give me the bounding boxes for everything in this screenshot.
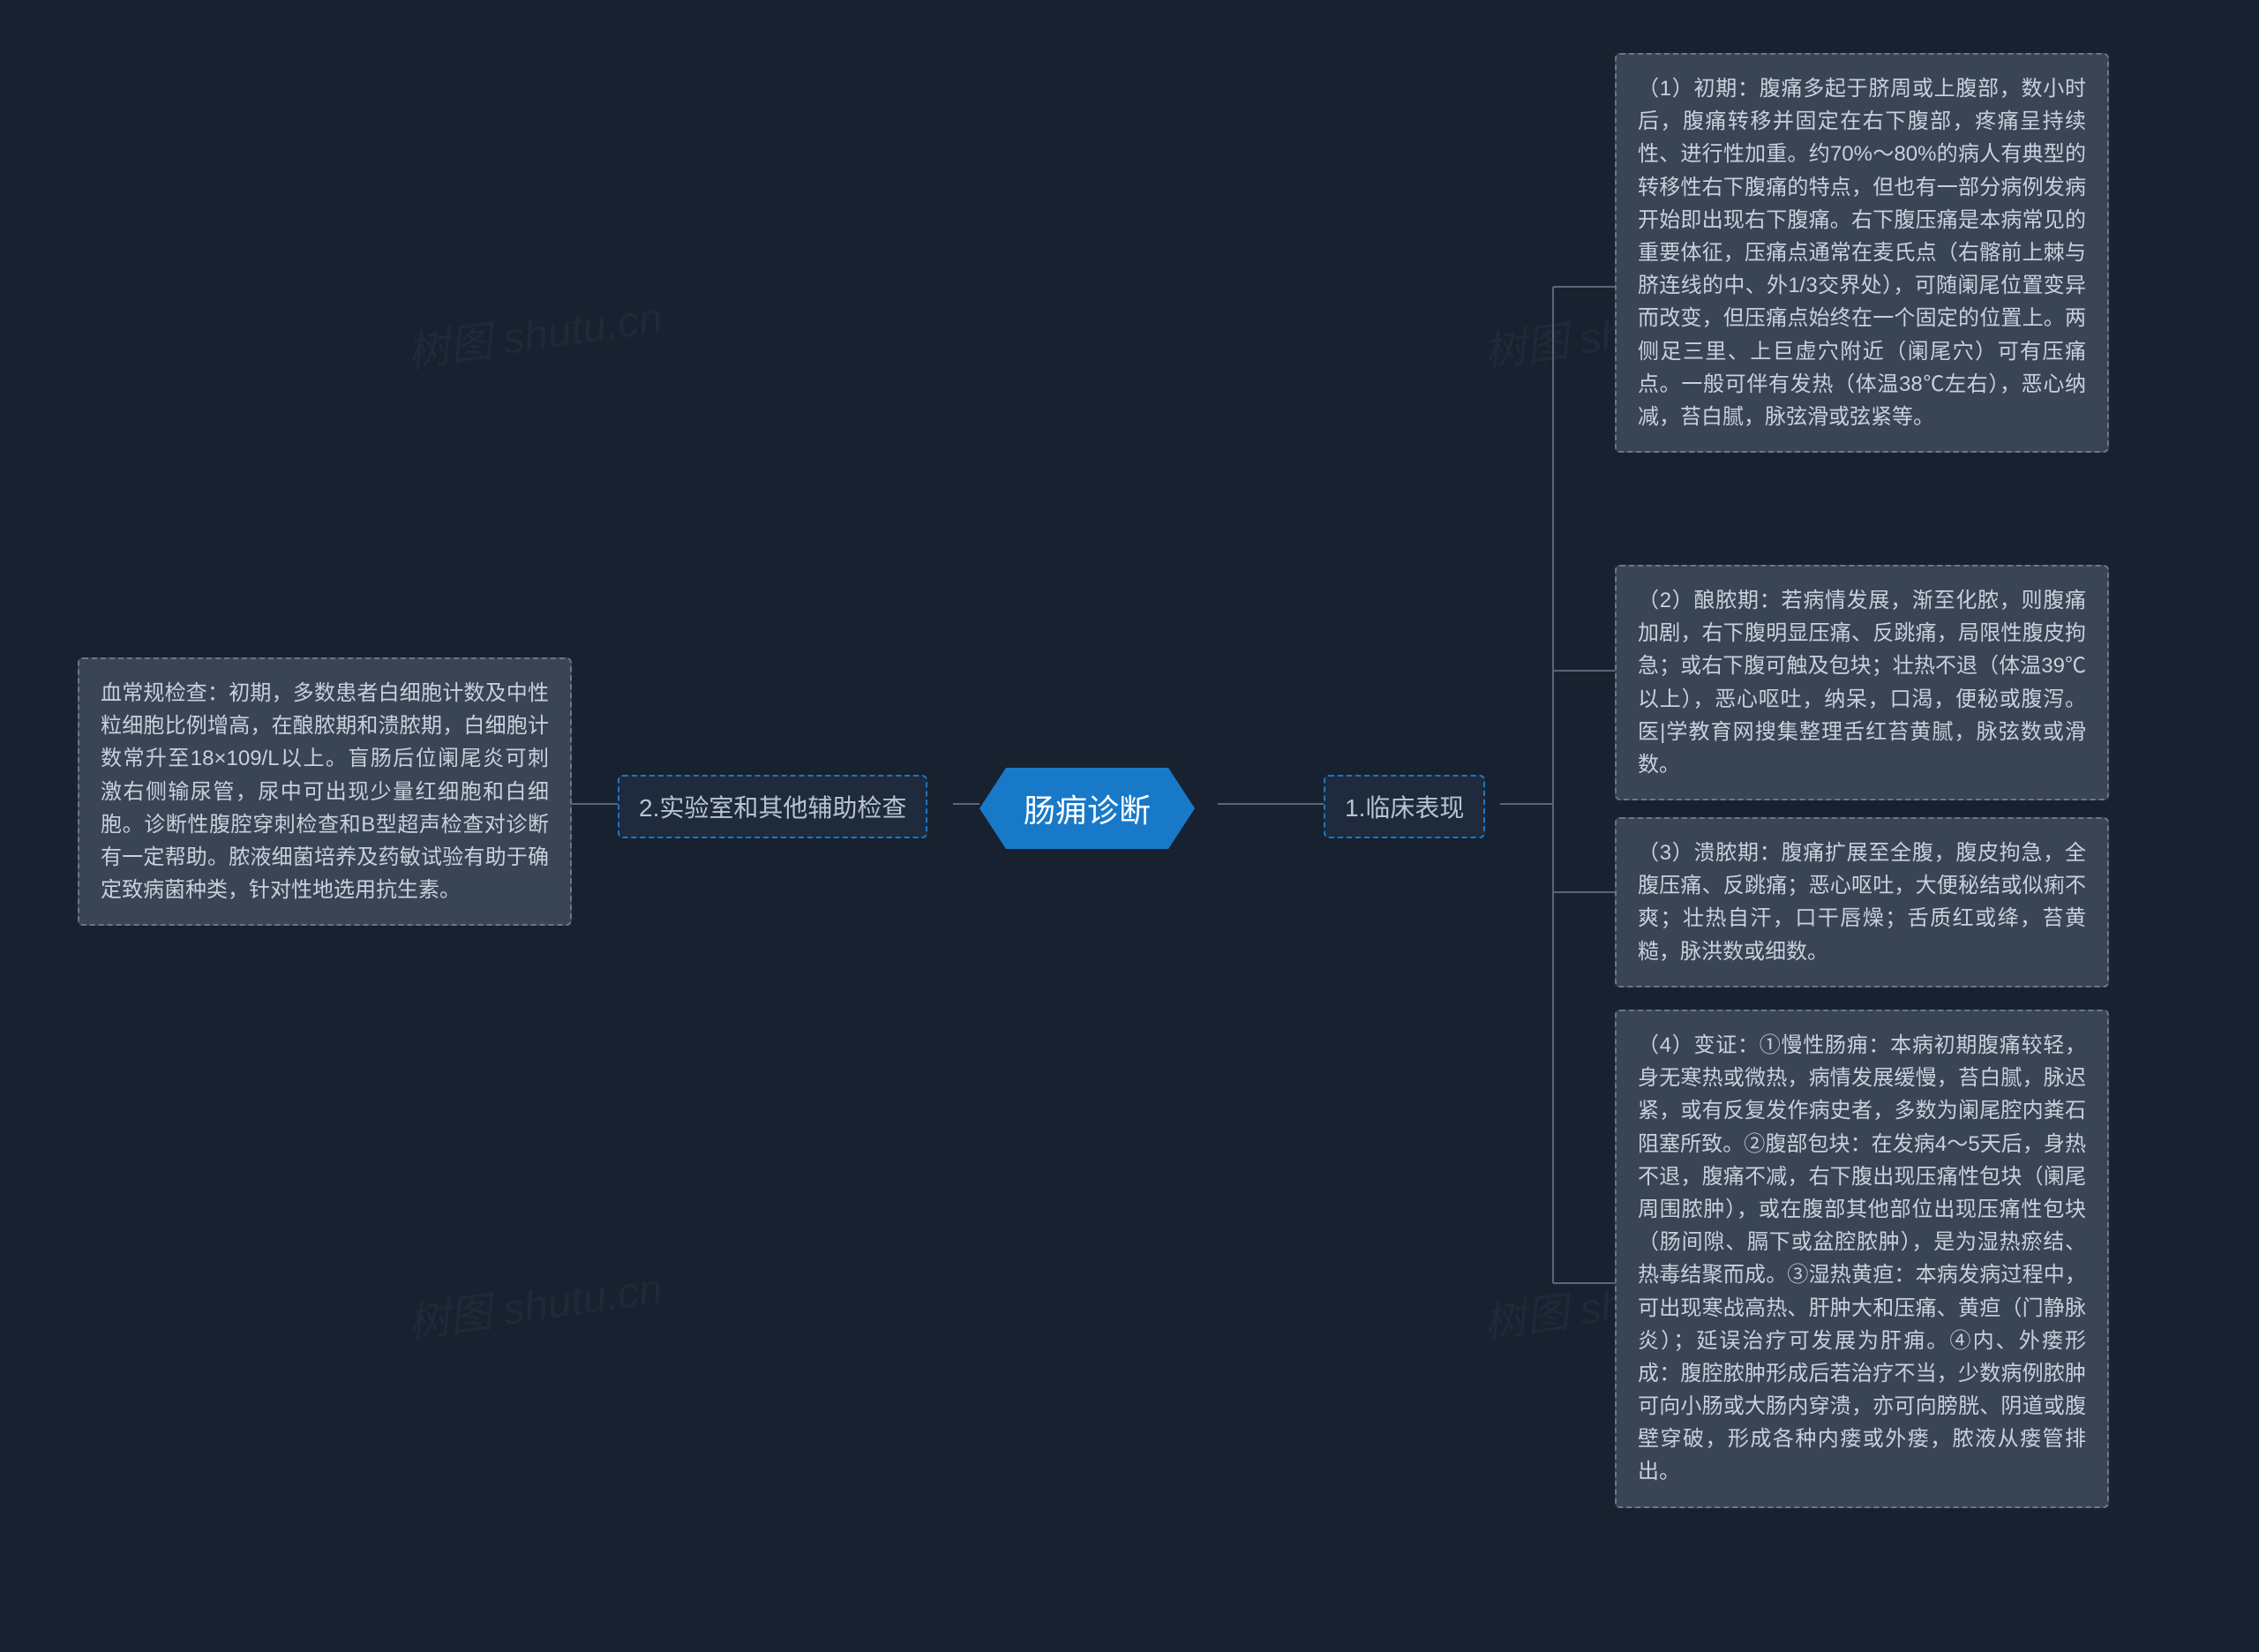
watermark: 树图 shutu.cn <box>403 1253 666 1350</box>
leaf-stage-rupture[interactable]: （3）溃脓期：腹痛扩展至全腹，腹皮拘急，全腹压痛、反跳痛；恶心呕吐，大便秘结或似… <box>1615 817 2109 987</box>
leaf-stage-initial[interactable]: （1）初期：腹痛多起于脐周或上腹部，数小时后，腹痛转移并固定在右下腹部，疼痛呈持… <box>1615 53 2109 453</box>
watermark: 树图 shutu.cn <box>403 282 666 379</box>
leaf-stage-suppuration[interactable]: （2）酿脓期：若病情发展，渐至化脓，则腹痛加剧，右下腹明显压痛、反跳痛，局限性腹… <box>1615 565 2109 800</box>
leaf-lab-tests[interactable]: 血常规检查：初期，多数患者白细胞计数及中性粒细胞比例增高，在酿脓期和溃脓期，白细… <box>78 657 572 926</box>
branch-clinical[interactable]: 1.临床表现 <box>1324 775 1485 838</box>
root-node[interactable]: 肠痈诊断 <box>979 768 1195 849</box>
leaf-stage-complications[interactable]: （4）变证：①慢性肠痈：本病初期腹痛较轻，身无寒热或微热，病情发展缓慢，苔白腻，… <box>1615 1010 2109 1508</box>
branch-lab[interactable]: 2.实验室和其他辅助检查 <box>618 775 927 838</box>
